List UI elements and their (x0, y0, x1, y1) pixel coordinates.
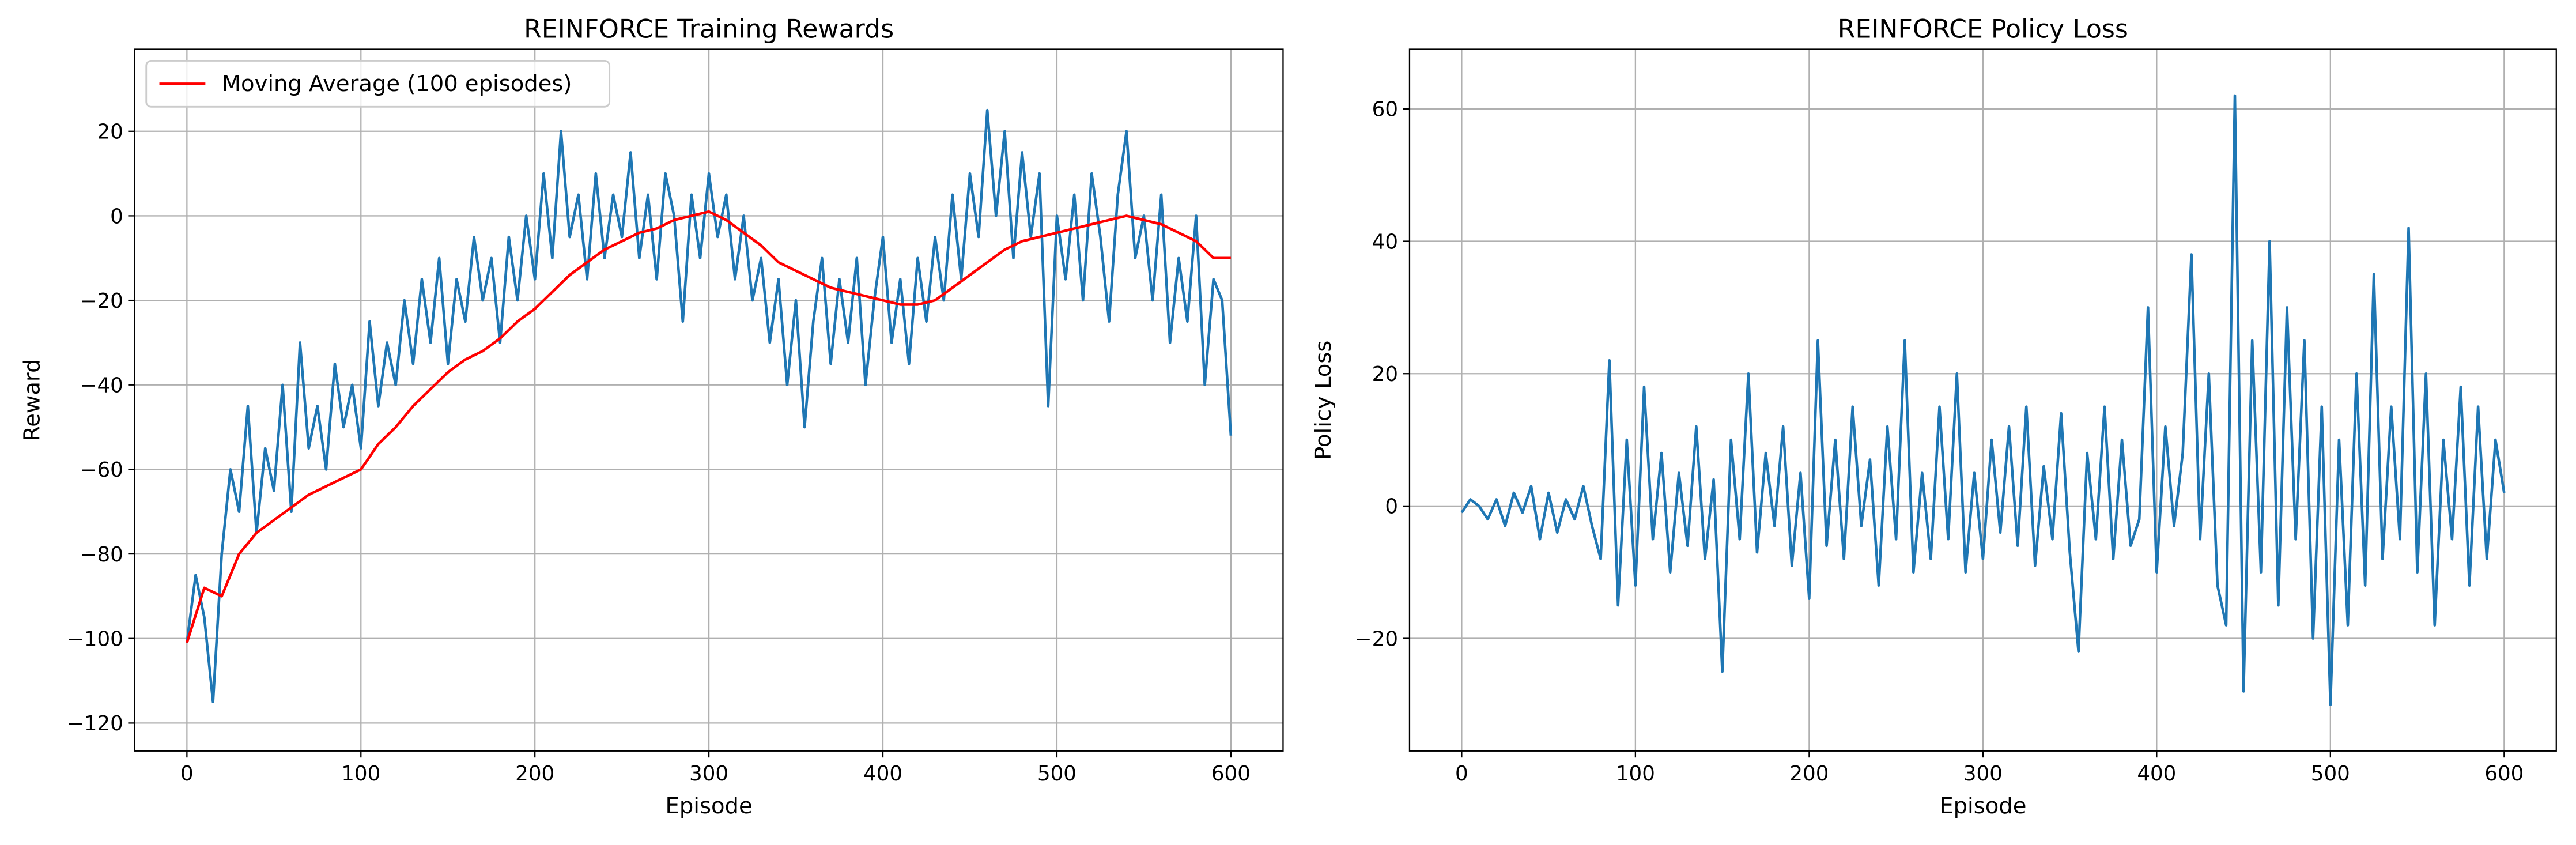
x-tick-label: 600 (2484, 762, 2524, 786)
y-tick-label: −20 (1355, 627, 1398, 651)
chart-title: REINFORCE Policy Loss (1838, 15, 2128, 44)
legend-label: Moving Average (100 episodes) (222, 71, 572, 97)
data-line (186, 210, 1231, 643)
axes-frame (134, 48, 1284, 752)
y-axis-label: Policy Loss (1310, 341, 1336, 460)
legend-frame (145, 60, 611, 108)
x-tick-label: 0 (180, 762, 194, 786)
y-tick-label: −80 (80, 543, 123, 567)
x-tick-label: 600 (1211, 762, 1251, 786)
y-tick-label: −100 (67, 628, 123, 651)
x-tick-label: 300 (689, 762, 728, 786)
x-tick-label: 500 (2311, 762, 2350, 786)
y-tick-label: 20 (97, 120, 123, 144)
axes-frame (1408, 48, 2557, 752)
y-tick-label: −20 (80, 289, 123, 313)
data-line (186, 108, 1233, 704)
y-tick-label: 0 (110, 205, 123, 228)
x-axis-label: Episode (1939, 793, 2026, 819)
y-axis-label: Reward (19, 359, 45, 442)
x-tick-label: 400 (2137, 762, 2176, 786)
y-tick-label: −40 (80, 374, 123, 398)
x-tick-label: 0 (1455, 762, 1468, 786)
x-tick-label: 500 (1037, 762, 1077, 786)
x-axis-label: Episode (666, 793, 753, 819)
y-tick-label: 20 (1372, 363, 1398, 386)
x-tick-label: 200 (1789, 762, 1829, 786)
chart-title: REINFORCE Training Rewards (524, 15, 894, 44)
x-tick-label: 100 (341, 762, 380, 786)
x-tick-label: 100 (1616, 762, 1655, 786)
y-tick-label: 40 (1372, 230, 1398, 254)
x-tick-label: 200 (515, 762, 554, 786)
y-tick-label: −120 (67, 712, 123, 735)
legend: Moving Average (100 episodes) (145, 60, 611, 108)
y-tick-label: 0 (1385, 495, 1398, 519)
y-tick-label: −60 (80, 458, 123, 482)
x-tick-label: 400 (863, 762, 902, 786)
data-line (1460, 94, 2506, 706)
x-tick-label: 300 (1963, 762, 2003, 786)
y-tick-label: 60 (1372, 98, 1398, 122)
